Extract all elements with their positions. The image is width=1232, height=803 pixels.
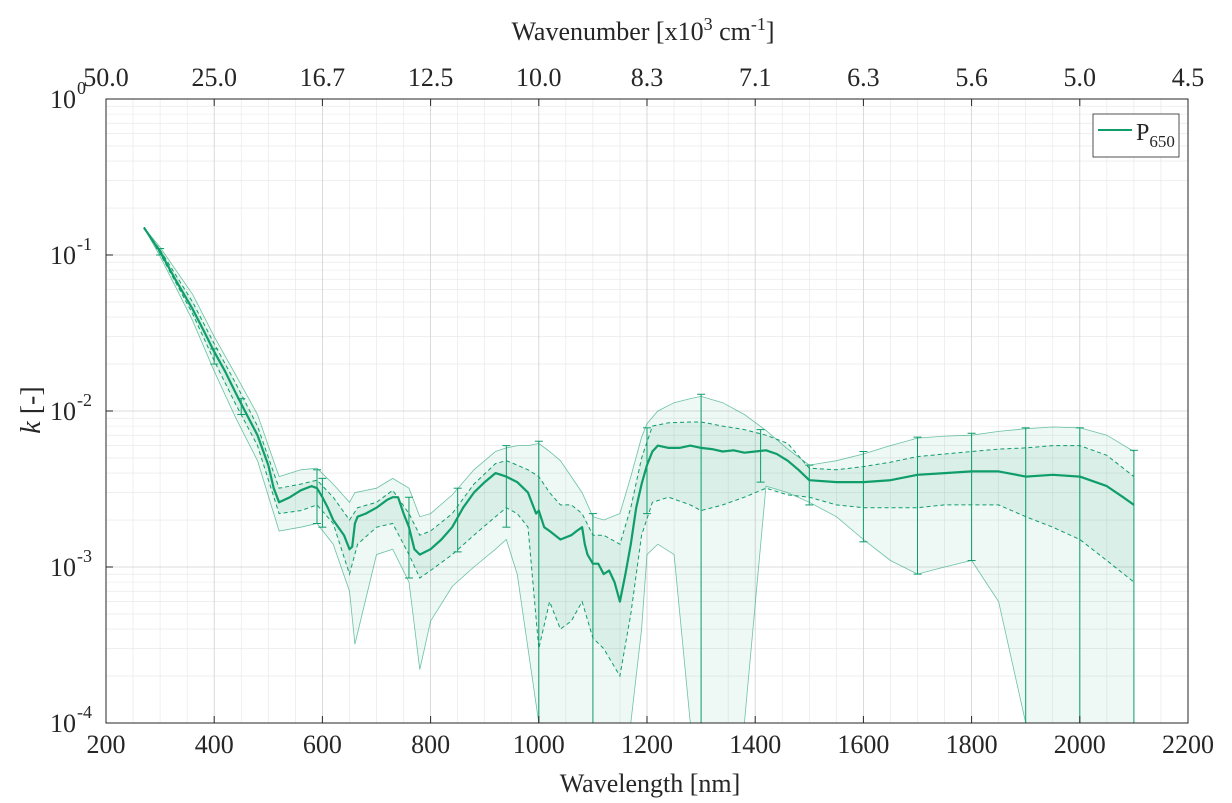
top-tick-label: 25.0 xyxy=(191,63,237,92)
top-tick-label: 12.5 xyxy=(408,63,454,92)
x-axis-label: Wavelength [nm] xyxy=(560,769,741,798)
y-tick-label: 10 xyxy=(50,553,76,582)
y-tick-exponent: -4 xyxy=(77,702,92,722)
top-tick-label: 50.0 xyxy=(83,63,129,92)
x-tick-label: 1400 xyxy=(729,730,781,759)
top-axis-ticks: 50.0 25.0 16.7 12.5 10.0 8.3 7.1 6.3 5.6 5.0 4.5 xyxy=(83,63,1204,106)
error-bars xyxy=(156,248,1138,723)
top-tick-label: 7.1 xyxy=(739,63,772,92)
series-line-p650 xyxy=(142,226,1135,603)
y-tick-label: 10 xyxy=(50,241,76,270)
top-tick-label: 5.0 xyxy=(1064,63,1097,92)
series-lines xyxy=(142,226,1135,603)
y-axis-label: k [-] xyxy=(16,386,47,433)
legend-label: P650 xyxy=(1136,120,1175,151)
top-tick-label: 8.3 xyxy=(631,63,664,92)
y-tick-exponent: -2 xyxy=(77,390,92,410)
top-tick-label: 6.3 xyxy=(847,63,880,92)
y-tick-exponent: -1 xyxy=(77,234,92,254)
top-tick-label: 16.7 xyxy=(300,63,346,92)
x-tick-label: 1800 xyxy=(946,730,998,759)
y-tick-label: 10 xyxy=(50,397,76,426)
x-tick-label: 1000 xyxy=(513,730,565,759)
x-tick-label: 400 xyxy=(195,730,234,759)
y-tick-exponent: 0 xyxy=(77,78,86,98)
inner-band-lower-dashed xyxy=(143,227,1135,678)
x-tick-label: 2000 xyxy=(1054,730,1106,759)
top-tick-label: 10.0 xyxy=(516,63,562,92)
legend: P650 xyxy=(1092,113,1180,158)
top-tick-label: 5.6 xyxy=(955,63,988,92)
x-tick-label: 800 xyxy=(411,730,450,759)
x-tick-label: 1200 xyxy=(621,730,673,759)
x-tick-label: 600 xyxy=(303,730,342,759)
outer-band-fill xyxy=(143,227,1134,723)
top-tick-label: 4.5 xyxy=(1172,63,1205,92)
x-tick-label: 1600 xyxy=(837,730,889,759)
y-tick-label: 10 xyxy=(50,709,76,738)
x-axis-ticks: 200 400 600 800 1000 1200 1400 1600 1800 2000 2200 xyxy=(87,716,1214,759)
top-axis-label: Wavenumber [x103 cm-1] xyxy=(511,14,774,46)
y-tick-label: 10 xyxy=(50,85,76,114)
x-tick-label: 200 xyxy=(87,730,126,759)
y-tick-exponent: -3 xyxy=(77,546,92,566)
outer-band-upper-line xyxy=(143,227,1135,521)
inner-band-upper-dashed xyxy=(143,227,1135,545)
x-tick-label: 2200 xyxy=(1162,730,1214,759)
legend-box xyxy=(1092,113,1180,158)
